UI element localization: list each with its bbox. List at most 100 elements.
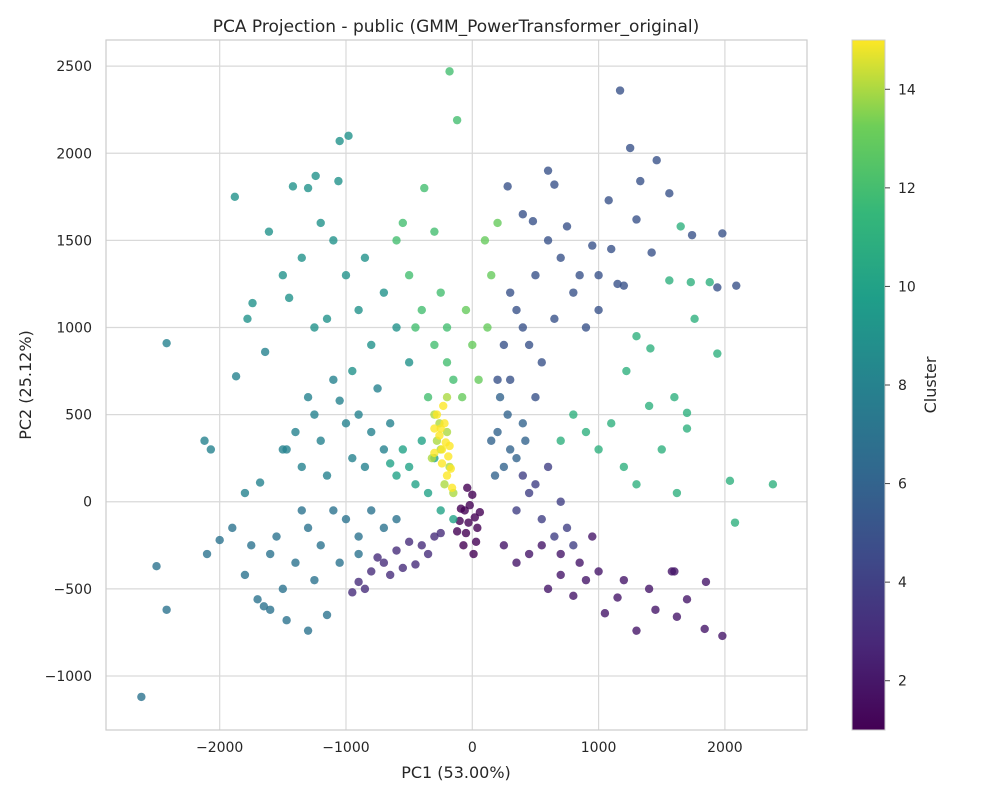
data-point-cluster-13: [493, 218, 502, 228]
data-point-cluster-7: [253, 595, 262, 604]
data-point-cluster-5: [569, 288, 578, 297]
colorbar-tick-labels: 2 4 6 8 10 12 14: [885, 82, 916, 690]
data-point-cluster-8: [329, 375, 338, 384]
data-point-cluster-9: [379, 288, 389, 297]
data-point-cluster-11: [594, 445, 603, 454]
data-point-cluster-9: [404, 358, 414, 367]
data-point-cluster-2: [613, 593, 622, 602]
plot-frame: [105, 39, 808, 731]
colorbar-tick-label: 4: [898, 575, 907, 591]
data-point-cluster-9: [322, 314, 332, 323]
grid-lines: [106, 40, 807, 730]
data-point-cluster-5: [665, 189, 674, 198]
data-point-cluster-1: [471, 537, 481, 547]
data-point-cluster-3: [392, 546, 401, 555]
data-point-cluster-7: [259, 602, 269, 611]
data-point-cluster-15: [446, 464, 456, 473]
y-tick-label: −1000: [45, 669, 92, 685]
data-point-cluster-9: [303, 183, 313, 193]
data-point-cluster-7: [240, 570, 250, 580]
data-point-cluster-9: [335, 136, 344, 146]
data-point-cluster-9: [344, 131, 353, 141]
data-point-cluster-2: [667, 567, 677, 576]
data-point-cluster-11: [632, 480, 641, 489]
data-point-cluster-2: [512, 558, 521, 567]
data-point-cluster-7: [265, 549, 275, 559]
data-point-cluster-12: [423, 392, 433, 402]
data-point-cluster-9: [348, 366, 357, 376]
colorbar-label: Cluster: [921, 356, 940, 413]
data-point-cluster-8: [348, 453, 357, 463]
data-point-cluster-7: [152, 562, 161, 571]
data-point-cluster-11: [569, 410, 578, 419]
y-tick-label: 1500: [56, 233, 92, 249]
data-point-cluster-6: [495, 392, 505, 402]
data-point-cluster-1: [463, 483, 472, 493]
data-point-cluster-11: [670, 392, 679, 402]
data-point-cluster-4: [524, 488, 534, 498]
data-point-cluster-9: [311, 171, 320, 181]
data-point-cluster-1: [465, 501, 474, 510]
data-point-cluster-11: [646, 344, 655, 353]
data-point-cluster-7: [247, 541, 256, 550]
data-point-cluster-4: [537, 514, 546, 524]
data-point-cluster-9: [367, 340, 376, 350]
data-point-cluster-9: [297, 253, 306, 263]
data-point-cluster-11: [713, 349, 722, 358]
data-point-cluster-1: [470, 513, 480, 522]
data-point-cluster-7: [282, 616, 291, 625]
data-point-cluster-5: [518, 323, 528, 332]
data-point-cluster-5: [619, 281, 629, 290]
data-point-cluster-3: [398, 563, 408, 573]
data-point-cluster-9: [288, 182, 298, 191]
data-point-cluster-6: [490, 471, 500, 480]
data-point-cluster-5: [503, 182, 512, 191]
data-point-cluster-5: [732, 281, 741, 290]
colorbar-tick-label: 2: [898, 674, 907, 690]
data-point-cluster-12: [442, 323, 452, 332]
data-point-cluster-15: [439, 401, 448, 411]
data-point-cluster-5: [594, 271, 603, 280]
data-point-cluster-12: [420, 183, 429, 193]
y-axis-label: PC2 (25.12%): [16, 330, 35, 440]
data-point-cluster-13: [474, 375, 483, 384]
data-point-cluster-2: [575, 558, 584, 567]
data-point-cluster-8: [303, 392, 313, 402]
data-point-cluster-13: [461, 305, 471, 315]
data-point-cluster-5: [607, 244, 616, 254]
data-point-cluster-12: [442, 358, 452, 367]
colorbar-tick-label: 14: [898, 82, 916, 98]
data-point-cluster-3: [348, 588, 357, 597]
data-point-cluster-8: [367, 427, 376, 437]
data-point-cluster-8: [354, 410, 363, 419]
data-point-cluster-5: [575, 271, 584, 280]
data-point-cluster-4: [556, 497, 565, 506]
data-point-cluster-15: [430, 424, 439, 433]
data-point-cluster-2: [556, 549, 565, 559]
data-point-cluster-3: [385, 570, 395, 580]
data-point-cluster-1: [452, 527, 462, 536]
data-point-cluster-14: [442, 427, 452, 437]
data-point-cluster-10: [404, 462, 414, 472]
data-point-cluster-12: [452, 115, 462, 125]
data-point-cluster-9: [248, 298, 257, 308]
data-point-cluster-7: [392, 514, 401, 524]
data-point-cluster-5: [652, 156, 661, 165]
data-point-cluster-11: [682, 424, 692, 433]
data-point-cluster-6: [512, 453, 521, 463]
data-point-cluster-5: [518, 210, 528, 219]
data-point-cluster-11: [632, 332, 641, 341]
data-point-cluster-12: [411, 323, 420, 332]
data-point-cluster-1: [473, 523, 482, 533]
data-point-cluster-3: [417, 541, 426, 550]
data-point-cluster-1: [475, 507, 485, 517]
data-point-cluster-9: [329, 236, 338, 245]
data-point-cluster-5: [550, 314, 559, 323]
data-point-cluster-3: [360, 584, 370, 594]
y-tick-label: 500: [65, 408, 92, 424]
data-point-cluster-11: [581, 427, 591, 437]
data-point-cluster-5: [713, 283, 722, 292]
data-point-cluster-13: [487, 271, 496, 280]
data-point-cluster-7: [354, 532, 363, 541]
